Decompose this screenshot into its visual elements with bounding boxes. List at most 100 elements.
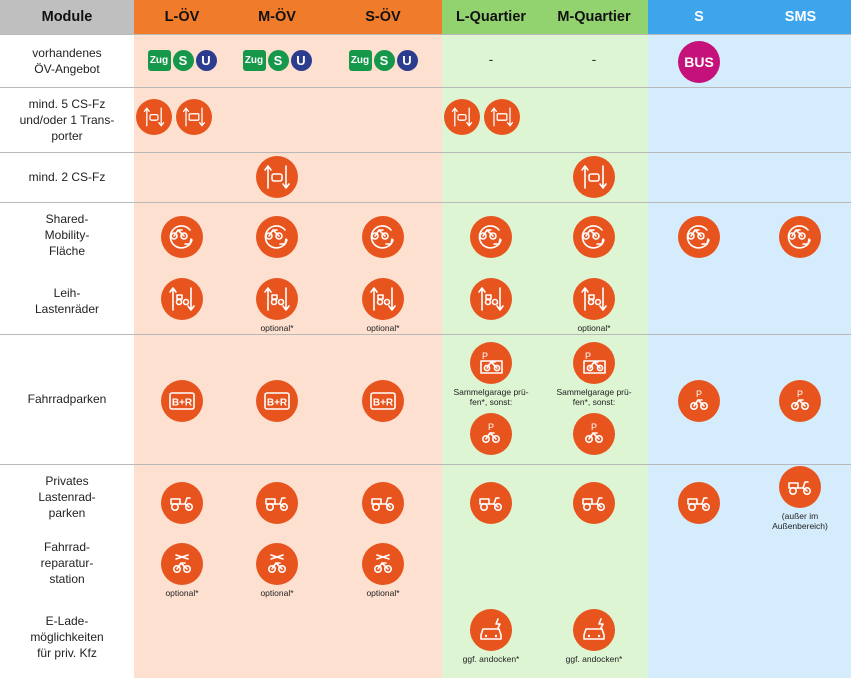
shared-mobility-icon <box>573 216 615 258</box>
cargo-bike-rental-icon <box>256 278 298 320</box>
column-bg-7 <box>750 0 851 678</box>
shared-mobility-icon <box>161 216 203 258</box>
table-cell <box>222 482 332 524</box>
table-cell: - <box>539 51 649 67</box>
svg-text:B+R: B+R <box>373 398 394 409</box>
table-cell: Zug S U <box>328 50 438 71</box>
cargo-bike-rental-icon <box>161 278 203 320</box>
row-separator <box>0 34 851 35</box>
row-separator <box>0 87 851 88</box>
carsharing-icon <box>573 156 615 198</box>
bike-and-ride-icon: B+R <box>256 380 298 422</box>
icon-pair <box>136 99 212 135</box>
transit-icons: Zug S U <box>242 50 312 71</box>
table-cell: P <box>745 380 851 422</box>
ev-charging-icon <box>573 609 615 651</box>
bike-repair-icon <box>256 543 298 585</box>
table-cell <box>222 216 332 258</box>
column-header: L-Quartier <box>442 0 540 34</box>
transit-icons: Zug S U <box>147 50 217 71</box>
table-cell <box>436 278 546 320</box>
u-bahn-icon: U <box>290 50 312 71</box>
table-cell: P <box>644 380 754 422</box>
svg-text:B+R: B+R <box>172 398 193 409</box>
svg-text:P: P <box>585 351 591 361</box>
bike-garage-icon: P <box>470 342 512 384</box>
table-cell: BUS <box>644 41 754 83</box>
table-cell <box>745 216 851 258</box>
table-cell <box>222 156 332 198</box>
s-bahn-icon: S <box>267 50 289 71</box>
u-bahn-icon: U <box>396 50 418 71</box>
table-cell <box>444 99 554 135</box>
shared-mobility-icon <box>470 216 512 258</box>
table-cell <box>539 216 649 258</box>
transporter-icon <box>176 99 212 135</box>
cargo-bike-icon <box>256 482 298 524</box>
column-header: S <box>648 0 750 34</box>
svg-text:P: P <box>482 351 488 361</box>
row-label: vorhandenes ÖV-Angebot <box>32 45 102 76</box>
row-label: E-Lade- möglichkeiten für priv. Kfz <box>30 614 104 660</box>
bike-parking-icon: P <box>470 413 512 455</box>
table-cell: B+R <box>222 380 332 422</box>
row-label: mind. 2 CS-Fz <box>28 170 106 184</box>
svg-text:P: P <box>797 389 803 399</box>
footnote-optional: optional* <box>366 588 400 598</box>
icon-pair <box>444 99 520 135</box>
table-cell: P Sammelgarage prü- fen*, sonst: P <box>436 342 546 455</box>
cargo-bike-icon <box>678 482 720 524</box>
shared-mobility-icon <box>362 216 404 258</box>
carsharing-icon <box>136 99 172 135</box>
shared-mobility-icon <box>256 216 298 258</box>
cargo-bike-icon <box>470 482 512 524</box>
shared-mobility-icon <box>678 216 720 258</box>
footnote-optional: optional* <box>366 323 400 333</box>
bike-parking-icon: P <box>573 413 615 455</box>
ev-charging-icon <box>470 609 512 651</box>
column-header: Module <box>0 0 134 34</box>
table-cell: optional* <box>222 543 332 598</box>
row-separator <box>0 152 851 153</box>
table-cell: Zug S U <box>127 50 237 71</box>
table-cell <box>539 482 649 524</box>
table-cell: Zug S U <box>222 50 332 71</box>
cargo-bike-rental-icon <box>470 278 512 320</box>
footnote-sammelgarage: Sammelgarage prü- fen*, sonst: <box>556 387 632 407</box>
svg-text:P: P <box>591 422 597 432</box>
transit-icons: Zug S U <box>348 50 418 71</box>
table-cell: - <box>436 51 546 67</box>
table-cell: optional* <box>222 278 332 333</box>
row-label: mind. 5 CS-Fz und/oder 1 Trans- porter <box>19 96 115 143</box>
row-label: Leih- Lastenräder <box>34 286 100 316</box>
row-label: Privates Lastenrad- parken <box>38 474 96 520</box>
no-offer-dash: - <box>591 51 597 67</box>
table-cell: optional* <box>328 543 438 598</box>
cargo-bike-rental-icon <box>573 278 615 320</box>
table-cell <box>644 482 754 524</box>
footnote-sammelgarage: Sammelgarage prü- fen*, sonst: <box>453 387 529 407</box>
cargo-bike-icon <box>779 466 821 508</box>
u-bahn-icon: U <box>195 50 217 71</box>
column-header: SMS <box>750 0 851 34</box>
cargo-bike-icon <box>161 482 203 524</box>
column-bg-5 <box>540 0 648 678</box>
column-bg-6 <box>648 0 750 678</box>
table-cell <box>436 482 546 524</box>
footnote-andocken: ggf. andocken* <box>462 654 520 664</box>
table-cell: (außer im Außenbereich) <box>745 466 851 531</box>
svg-text:P: P <box>696 389 702 399</box>
table-cell: ggf. andocken* <box>436 609 546 664</box>
train-icon: Zug <box>242 50 266 71</box>
table-cell <box>328 482 438 524</box>
column-bg-0 <box>0 0 134 678</box>
s-bahn-icon: S <box>172 50 194 71</box>
row-label: Fahrrad- reparatur- station <box>40 540 94 586</box>
table-cell <box>127 482 237 524</box>
bike-garage-icon: P <box>573 342 615 384</box>
table-cell: P Sammelgarage prü- fen*, sonst: P <box>539 342 649 455</box>
table-cell: optional* <box>127 543 237 598</box>
bike-parking-icon: P <box>678 380 720 422</box>
svg-text:P: P <box>488 422 494 432</box>
bike-and-ride-icon: B+R <box>362 380 404 422</box>
